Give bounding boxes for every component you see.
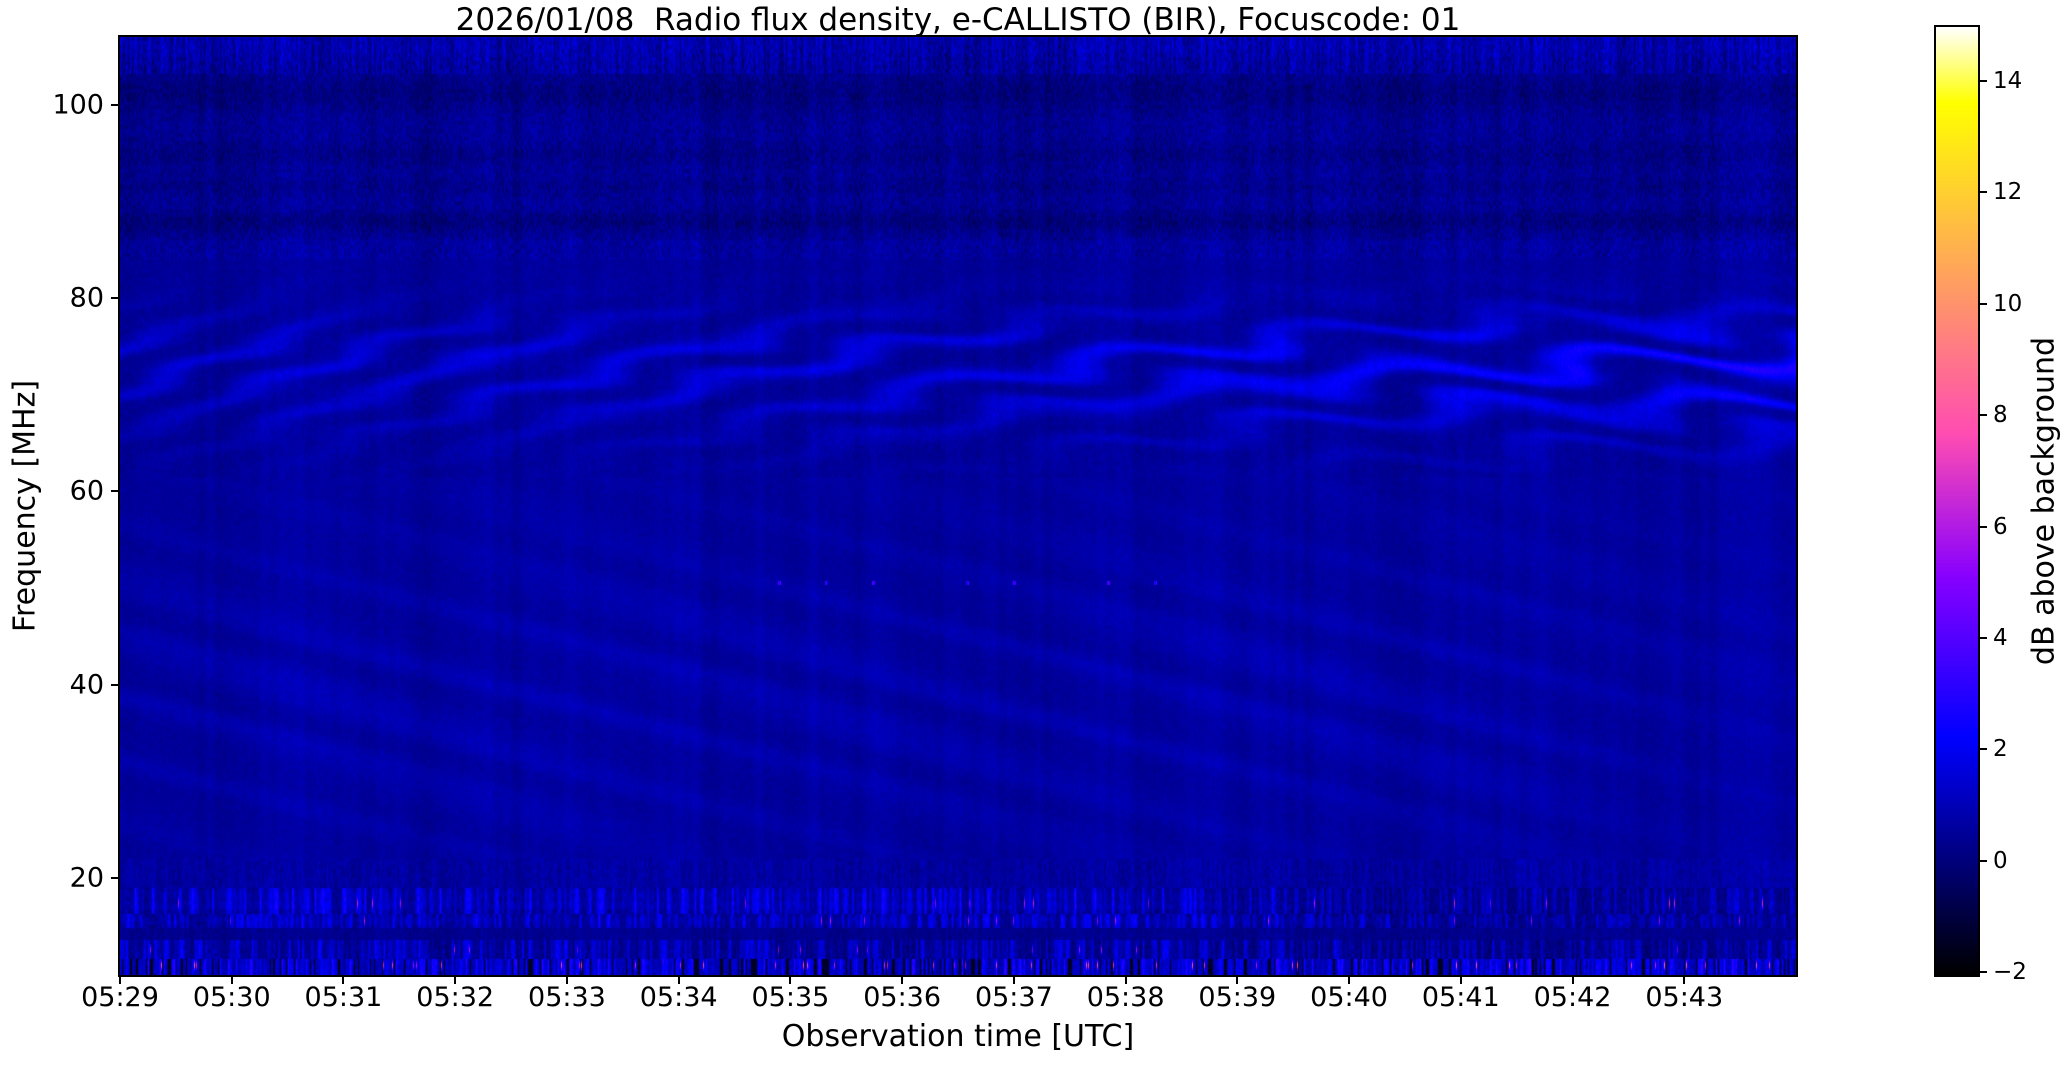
colorbar-tick-label: 10 xyxy=(1993,290,2023,317)
y-tick-mark xyxy=(111,297,120,300)
x-tick-mark xyxy=(565,975,568,984)
x-tick-mark xyxy=(1459,975,1462,984)
x-tick-label: 05:31 xyxy=(304,982,383,1013)
x-tick-label: 05:43 xyxy=(1645,982,1724,1013)
colorbar-tick-label: 14 xyxy=(1993,68,2023,95)
y-tick-label: 80 xyxy=(69,282,104,314)
colorbar-tick-mark xyxy=(1978,525,1987,528)
x-tick-label: 05:40 xyxy=(1310,982,1388,1013)
y-tick-label: 60 xyxy=(69,475,104,507)
x-tick-mark xyxy=(1124,975,1127,984)
colorbar-tick-label: 2 xyxy=(1993,736,2008,763)
y-tick-label: 20 xyxy=(69,862,104,894)
colorbar-label: dB above background xyxy=(2026,336,2062,666)
x-tick-label: 05:41 xyxy=(1421,982,1500,1013)
x-tick-label: 05:34 xyxy=(639,982,718,1013)
spectrogram-canvas xyxy=(120,37,1796,975)
plot-area xyxy=(118,35,1798,977)
colorbar-tick-label: −2 xyxy=(1993,959,2027,986)
x-tick-label: 05:33 xyxy=(528,982,606,1013)
y-tick-label: 100 xyxy=(52,89,104,121)
colorbar-tick-label: 4 xyxy=(1993,625,2008,652)
x-tick-mark xyxy=(901,975,904,984)
x-tick-label: 05:30 xyxy=(192,982,271,1013)
colorbar-tick-label: 8 xyxy=(1993,402,2008,429)
colorbar-tick-label: 12 xyxy=(1993,179,2023,206)
colorbar-tick-label: 0 xyxy=(1993,847,2008,874)
colorbar-tick-mark xyxy=(1978,414,1987,417)
chart-title: 2026/01/08 Radio flux density, e-CALLIST… xyxy=(455,2,1461,38)
colorbar-tick-label: 6 xyxy=(1993,513,2008,540)
y-tick-mark xyxy=(111,877,120,880)
x-tick-label: 05:32 xyxy=(416,982,495,1013)
x-tick-mark xyxy=(1683,975,1686,984)
x-tick-mark xyxy=(119,975,121,984)
x-axis-label: Observation time [UTC] xyxy=(781,1019,1135,1054)
colorbar-tick-mark xyxy=(1978,971,1987,974)
colorbar-canvas xyxy=(1936,27,1978,975)
y-tick-mark xyxy=(111,103,120,106)
x-tick-mark xyxy=(230,975,233,984)
x-tick-mark xyxy=(454,975,457,984)
colorbar-tick-mark xyxy=(1978,748,1987,751)
x-tick-label: 05:39 xyxy=(1198,982,1277,1013)
colorbar-tick-mark xyxy=(1978,859,1987,862)
x-tick-label: 05:29 xyxy=(81,982,159,1013)
colorbar-tick-mark xyxy=(1978,302,1987,305)
x-tick-mark xyxy=(1348,975,1351,984)
x-tick-mark xyxy=(342,975,345,984)
x-tick-label: 05:37 xyxy=(974,982,1053,1013)
x-tick-label: 05:35 xyxy=(751,982,830,1013)
colorbar-tick-mark xyxy=(1978,191,1987,194)
colorbar-tick-mark xyxy=(1978,637,1987,640)
x-tick-mark xyxy=(1236,975,1239,984)
x-tick-mark xyxy=(677,975,680,984)
x-tick-mark xyxy=(1012,975,1015,984)
colorbar xyxy=(1934,25,1980,977)
y-tick-mark xyxy=(111,490,120,493)
colorbar-tick-mark xyxy=(1978,80,1987,83)
x-tick-label: 05:42 xyxy=(1533,982,1612,1013)
x-tick-mark xyxy=(789,975,792,984)
x-tick-mark xyxy=(1571,975,1574,984)
x-tick-label: 05:36 xyxy=(863,982,942,1013)
y-tick-label: 40 xyxy=(69,669,104,701)
y-tick-mark xyxy=(111,683,120,686)
x-tick-label: 05:38 xyxy=(1086,982,1165,1013)
